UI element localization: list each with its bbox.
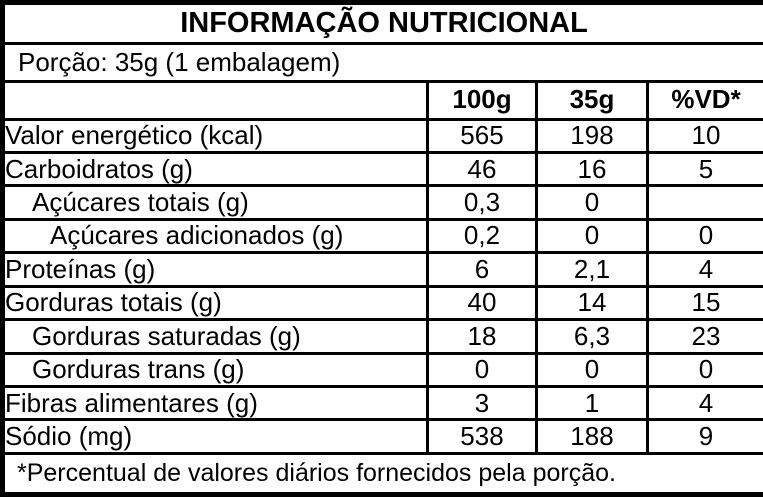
value-vd: 4 bbox=[645, 251, 763, 288]
value-35g: 188 bbox=[535, 418, 649, 455]
value-100g: 0,3 bbox=[426, 184, 538, 221]
value-35g: 0 bbox=[535, 184, 649, 221]
row-label: Gorduras trans (g) bbox=[1, 351, 429, 389]
value-35g: 0 bbox=[535, 351, 649, 389]
serving-row: Porção: 35g (1 embalagem) bbox=[0, 42, 763, 83]
value-100g: 40 bbox=[426, 284, 538, 322]
value-35g: 14 bbox=[535, 284, 649, 322]
table-row-sodium: Sódio (mg) 538 188 9 bbox=[1, 418, 763, 455]
table-row-total-sugars: Açúcares totais (g) 0,3 0 bbox=[1, 184, 763, 221]
value-35g: 198 bbox=[535, 117, 649, 154]
value-vd: 23 bbox=[645, 318, 763, 355]
column-header-row: 100g 35g %VD* bbox=[1, 79, 763, 121]
row-label: Valor energético (kcal) bbox=[1, 117, 429, 154]
serving-size-text: Porção: 35g (1 embalagem) bbox=[0, 42, 763, 83]
value-vd: 10 bbox=[645, 117, 763, 154]
value-100g: 18 bbox=[426, 318, 538, 355]
value-vd: 4 bbox=[645, 384, 763, 422]
value-100g: 6 bbox=[426, 251, 538, 288]
column-header-vd: %VD* bbox=[645, 79, 763, 121]
value-35g: 2,1 bbox=[535, 251, 649, 288]
value-35g: 16 bbox=[535, 150, 649, 188]
row-label: Sódio (mg) bbox=[1, 418, 429, 455]
footnote-row: *Percentual de valores diários fornecido… bbox=[0, 451, 763, 497]
row-label: Carboidratos (g) bbox=[1, 150, 429, 188]
value-vd: 9 bbox=[645, 418, 763, 455]
table-row-saturated-fat: Gorduras saturadas (g) 18 6,3 23 bbox=[1, 318, 763, 355]
table-title: INFORMAÇÃO NUTRICIONAL bbox=[0, 1, 763, 45]
value-vd: 0 bbox=[645, 351, 763, 389]
value-vd: 0 bbox=[645, 217, 763, 255]
value-100g: 3 bbox=[426, 384, 538, 422]
row-label: Açúcares totais (g) bbox=[1, 184, 429, 221]
row-label: Açúcares adicionados (g) bbox=[1, 217, 429, 255]
table-row-fiber: Fibras alimentares (g) 3 1 4 bbox=[1, 384, 763, 422]
column-header-100g: 100g bbox=[426, 79, 538, 121]
table-row-total-fat: Gorduras totais (g) 40 14 15 bbox=[1, 284, 763, 322]
value-vd: 15 bbox=[645, 284, 763, 322]
title-row: INFORMAÇÃO NUTRICIONAL bbox=[0, 1, 763, 45]
column-header-35g: 35g bbox=[535, 79, 649, 121]
footnote-text: *Percentual de valores diários fornecido… bbox=[0, 451, 763, 497]
row-label: Gorduras saturadas (g) bbox=[1, 318, 429, 355]
table-row-added-sugars: Açúcares adicionados (g) 0,2 0 0 bbox=[1, 217, 763, 255]
row-label: Proteínas (g) bbox=[1, 251, 429, 288]
value-100g: 538 bbox=[426, 418, 538, 455]
table-row-carbs: Carboidratos (g) 46 16 5 bbox=[1, 150, 763, 188]
column-header-blank bbox=[1, 79, 429, 121]
table-row-protein: Proteínas (g) 6 2,1 4 bbox=[1, 251, 763, 288]
value-35g: 1 bbox=[535, 384, 649, 422]
value-100g: 46 bbox=[426, 150, 538, 188]
value-35g: 0 bbox=[535, 217, 649, 255]
table-row-energy: Valor energético (kcal) 565 198 10 bbox=[1, 117, 763, 154]
value-35g: 6,3 bbox=[535, 318, 649, 355]
value-100g: 0,2 bbox=[426, 217, 538, 255]
row-label: Gorduras totais (g) bbox=[1, 284, 429, 322]
value-100g: 0 bbox=[426, 351, 538, 389]
value-100g: 565 bbox=[426, 117, 538, 154]
value-vd bbox=[645, 184, 763, 221]
row-label: Fibras alimentares (g) bbox=[1, 384, 429, 422]
value-vd: 5 bbox=[645, 150, 763, 188]
table-row-trans-fat: Gorduras trans (g) 0 0 0 bbox=[1, 351, 763, 389]
